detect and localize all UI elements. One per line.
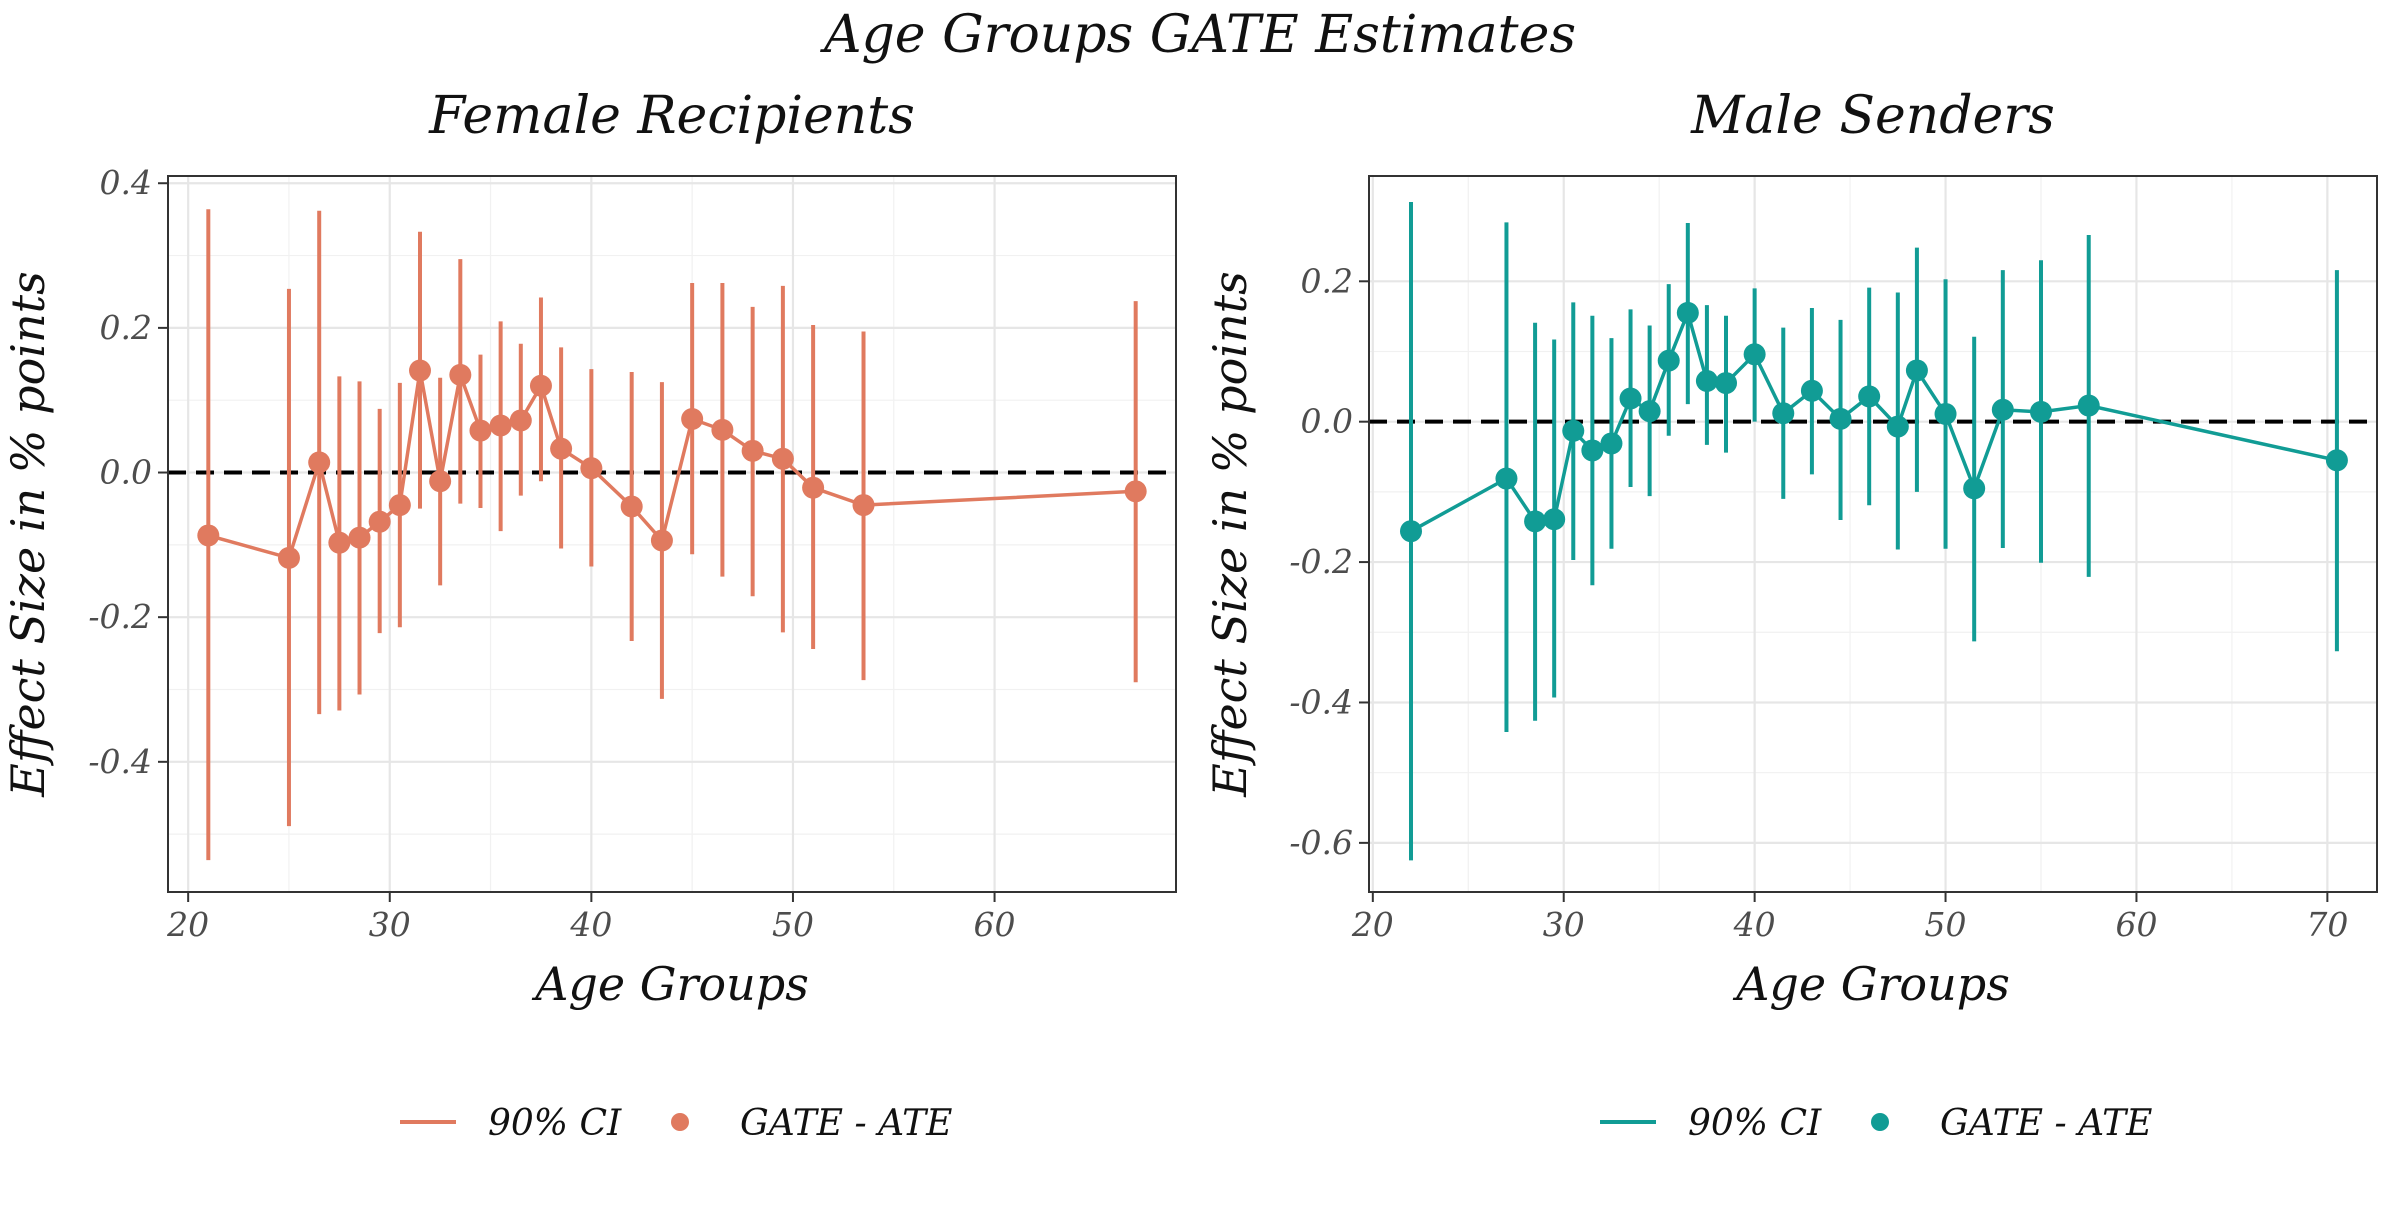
gate-point <box>1619 387 1642 410</box>
gate-point <box>1905 359 1928 382</box>
gate-point <box>368 510 391 533</box>
x-tick-label: 60 <box>2115 905 2157 944</box>
gate-point <box>802 476 825 499</box>
panel-title: Male Senders <box>1690 86 2055 146</box>
gate-point <box>348 526 371 549</box>
gate-point <box>2325 449 2348 472</box>
y-tick-label: 0.2 <box>1301 261 1353 300</box>
legend: 90% CI GATE - ATE <box>1600 1103 2152 1144</box>
y-tick-label: 0.0 <box>100 453 152 492</box>
y-tick-label: -0.4 <box>88 742 152 781</box>
gate-point <box>650 529 673 552</box>
gate-point <box>1829 407 1852 430</box>
x-tick-label: 30 <box>1543 905 1585 944</box>
panel-title: Female Recipients <box>428 86 915 146</box>
gate-point <box>328 531 351 554</box>
gate-point <box>1991 398 2014 421</box>
legend-point-swatch <box>1871 1113 1889 1131</box>
gate-point <box>1886 415 1909 438</box>
gate-point <box>741 439 764 462</box>
gate-point <box>308 451 331 474</box>
gate-point <box>1963 477 1986 500</box>
x-tick-label: 20 <box>1351 905 1394 944</box>
x-tick-label: 50 <box>1925 905 1967 944</box>
gate-point <box>429 470 452 493</box>
legend: 90% CI GATE - ATE <box>400 1103 952 1144</box>
gate-point <box>1657 349 1680 372</box>
x-tick-label: 60 <box>974 905 1016 944</box>
x-tick-label: 20 <box>166 905 209 944</box>
gate-point <box>529 374 552 397</box>
chart-panel-1: 20 30 40 50 60 -0.4 -0.2 0.0 0.2 0.4 Female Recipi… <box>1 86 1177 1144</box>
gate-point <box>1676 301 1699 324</box>
gate-point <box>852 494 875 517</box>
gate-point <box>388 494 411 517</box>
figure-title: Age Groups GATE Estimates <box>820 5 1576 65</box>
gate-point <box>469 419 492 442</box>
y-tick-label: -0.2 <box>1289 542 1353 581</box>
chart-panel-2: 20 30 40 50 60 70 -0.6 -0.4 -0.2 0.0 0.2 Male Sende… <box>1203 86 2378 1144</box>
gate-point <box>1581 439 1604 462</box>
gate-point <box>1800 379 1823 402</box>
gate-point <box>620 495 643 518</box>
gate-point <box>550 437 573 460</box>
y-tick-label: 0.0 <box>1301 402 1353 441</box>
gate-point <box>1695 369 1718 392</box>
y-tick-label: 0.4 <box>100 163 152 202</box>
x-axis-label: Age Groups <box>1732 957 2010 1011</box>
gate-point <box>197 524 220 547</box>
x-tick-label: 30 <box>369 905 411 944</box>
gate-point <box>489 414 512 437</box>
legend-point-label: GATE - ATE <box>740 1103 952 1144</box>
gate-point <box>277 546 300 569</box>
x-tick-label: 40 <box>569 905 612 944</box>
x-axis-label: Age Groups <box>531 957 809 1011</box>
x-tick-label: 40 <box>1733 905 1776 944</box>
x-tick-label: 50 <box>772 905 814 944</box>
y-tick-label: -0.2 <box>88 597 152 636</box>
plot-frame <box>167 175 1177 893</box>
gate-point <box>771 447 794 470</box>
gate-point <box>1600 432 1623 455</box>
chart-panels: 20 30 40 50 60 -0.4 -0.2 0.0 0.2 0.4 Female Recipi… <box>1 86 2378 1144</box>
gate-point <box>509 409 532 432</box>
gate-point <box>409 359 431 382</box>
gate-point <box>449 363 472 386</box>
gate-point <box>1715 372 1737 395</box>
gate-point <box>1124 480 1147 503</box>
gate-point <box>2030 400 2052 423</box>
y-tick-label: 0.2 <box>100 308 152 347</box>
gate-point <box>1934 402 1957 425</box>
gate-point <box>1524 510 1547 533</box>
y-tick-label: -0.4 <box>1289 682 1353 721</box>
gate-point <box>711 418 734 441</box>
gate-point <box>1543 508 1566 531</box>
gate-point <box>1858 385 1881 408</box>
legend-ci-label: 90% CI <box>1688 1103 1822 1144</box>
plot-frame <box>1368 175 2378 893</box>
gate-point <box>1743 343 1766 366</box>
x-tick-label: 70 <box>2306 905 2348 944</box>
gate-point <box>1400 520 1422 543</box>
gate-point <box>1638 400 1661 423</box>
gate-point <box>1772 402 1795 425</box>
gate-line <box>207 368 1136 561</box>
legend-point-label: GATE - ATE <box>1940 1103 2152 1144</box>
gate-point <box>580 457 603 480</box>
gate-point <box>1562 419 1585 442</box>
gate-point <box>1495 467 1518 490</box>
y-axis-label: Effect Size in % points <box>1203 271 1257 797</box>
gate-point <box>681 408 704 431</box>
y-axis-label: Effect Size in % points <box>1 271 55 797</box>
legend-point-swatch <box>671 1113 689 1131</box>
legend-ci-label: 90% CI <box>488 1103 622 1144</box>
gate-point <box>2077 394 2100 417</box>
y-tick-label: -0.6 <box>1289 823 1353 862</box>
